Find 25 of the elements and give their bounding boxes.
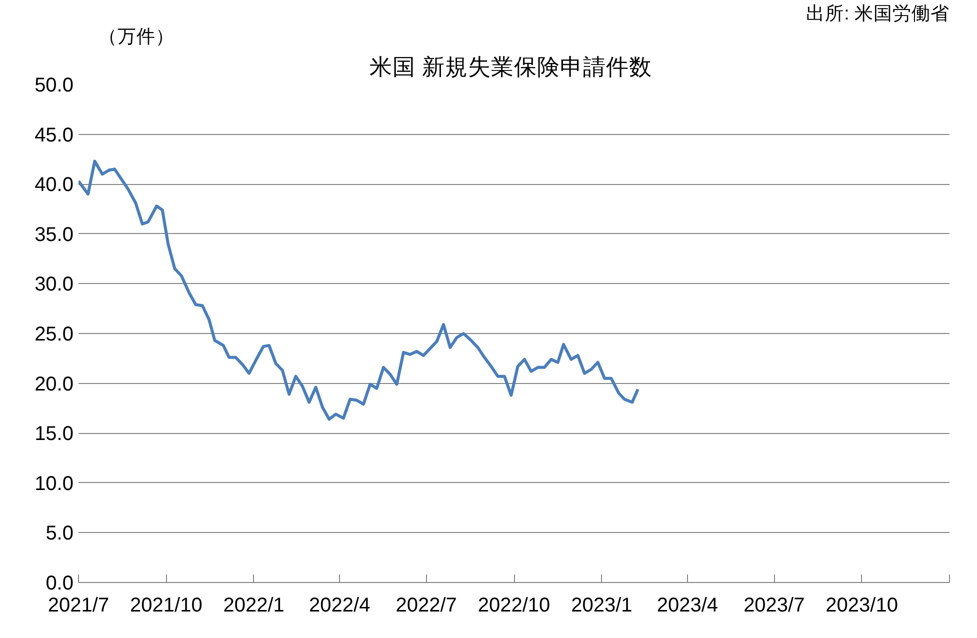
x-tick-label: 2022/1: [223, 594, 284, 616]
y-tick-label: 45.0: [34, 124, 74, 146]
y-tick-label: 10.0: [34, 472, 74, 495]
text: 出所: 米国労働省: [806, 2, 950, 24]
x-tick-label: 2023/10: [826, 594, 898, 616]
y-tick-label: 40.0: [34, 174, 74, 196]
chart-title: 米国 新規失業保険申請件数: [370, 54, 652, 80]
text: （万件）: [98, 26, 174, 46]
x-tick-label: 2022/4: [309, 594, 370, 616]
y-tick-label: 20.0: [34, 373, 74, 396]
x-tick-label: 2023/1: [571, 594, 632, 616]
y-tick-label: 50.0: [34, 74, 74, 96]
y-tick-label: 15.0: [34, 423, 74, 446]
y-tick-label: 5.0: [46, 522, 74, 545]
x-tick-label: 2023/7: [744, 594, 805, 616]
x-tick-label: 2023/4: [656, 594, 718, 616]
x-tick-label: 2022/10: [478, 594, 550, 616]
y-tick-label: 35.0: [34, 224, 74, 246]
x-tick-label: 2021/7: [48, 594, 110, 616]
y-tick-label: 25.0: [34, 324, 74, 346]
line-series: [78, 160, 640, 421]
y-tick-label: 0.0: [46, 572, 74, 594]
y-tick-label: 30.0: [34, 274, 74, 296]
x-tick-label: 2021/10: [130, 594, 202, 616]
x-tick-label: 2022/7: [396, 594, 457, 616]
